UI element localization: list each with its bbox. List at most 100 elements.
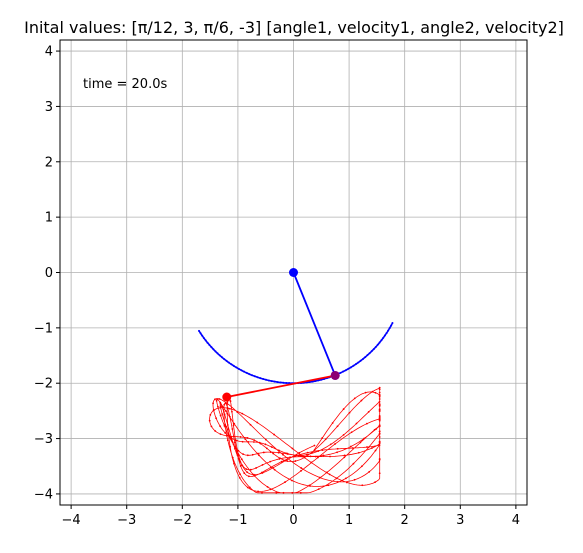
trace-point-red xyxy=(361,484,364,487)
trace-point-red xyxy=(261,491,263,494)
trace-point-red xyxy=(378,457,381,460)
trace-point-blue xyxy=(364,356,367,359)
trace-point-red xyxy=(251,453,254,456)
trace-point-blue xyxy=(349,366,352,369)
trace-point-red xyxy=(241,412,244,415)
trace-point-red xyxy=(313,449,316,451)
trace-point-blue xyxy=(237,367,240,370)
trace-point-red xyxy=(247,441,250,443)
trace-point-red xyxy=(269,466,272,469)
trace-point-red xyxy=(321,437,324,439)
trace-point-blue xyxy=(374,345,377,348)
trace-point-red xyxy=(231,410,233,413)
trace-point-red xyxy=(291,479,293,482)
trace-point-red xyxy=(291,447,294,450)
trace-point-red xyxy=(214,430,217,432)
trace-point-red xyxy=(225,434,228,437)
trace-point-red xyxy=(378,432,381,435)
trace-point-red xyxy=(238,477,241,479)
trace-point-blue xyxy=(251,374,254,377)
trace-point-red xyxy=(239,436,242,438)
trace-point-red xyxy=(232,424,235,427)
trace-point-red xyxy=(284,459,287,462)
trace-point-red xyxy=(378,394,381,397)
trace-point-red xyxy=(216,398,219,401)
y-tick-label: 4 xyxy=(45,45,53,60)
y-tick-label: −2 xyxy=(34,377,53,392)
trace-point-red xyxy=(349,445,352,448)
trace-point-blue xyxy=(279,381,282,384)
trace-point-red xyxy=(228,415,231,418)
trace-point-blue xyxy=(201,334,204,337)
trace-point-red xyxy=(258,441,261,444)
trace-point-red xyxy=(303,456,306,459)
x-tick-label: −1 xyxy=(228,513,247,528)
y-tick-label: 0 xyxy=(45,266,53,281)
x-tick-label: 0 xyxy=(289,513,297,528)
trace-point-red xyxy=(328,473,331,476)
trace-point-red xyxy=(317,456,319,459)
chart-title: Inital values: [π/12, 3, π/6, -3] [angle… xyxy=(24,18,564,37)
trace-point-red xyxy=(286,460,289,462)
trace-point-red xyxy=(264,443,267,446)
trace-point-red xyxy=(298,451,301,454)
trace-point-red xyxy=(237,453,240,456)
trace-point-red xyxy=(353,478,356,481)
trace-point-red xyxy=(378,424,381,427)
trace-point-red xyxy=(223,413,226,416)
trace-point-red xyxy=(367,411,370,413)
trace-point-blue xyxy=(385,332,388,335)
trace-point-red xyxy=(227,435,230,437)
trace-point-red xyxy=(273,468,276,471)
trace-point-red xyxy=(286,453,289,455)
trace-point-red xyxy=(278,458,281,460)
trace-point-blue xyxy=(212,348,215,351)
y-tick-label: −4 xyxy=(34,487,53,502)
trace-point-blue xyxy=(199,332,202,335)
trace-point-blue xyxy=(265,378,268,381)
trace-point-blue xyxy=(270,380,273,383)
trace-point-red xyxy=(219,406,222,409)
trace-point-red xyxy=(234,439,237,442)
x-tick-label: −3 xyxy=(117,513,136,528)
trace-point-red xyxy=(350,431,353,434)
trace-point-blue xyxy=(388,327,391,330)
trace-point-blue xyxy=(354,363,357,366)
trace-point-red xyxy=(227,428,229,431)
trace-point-red xyxy=(224,423,226,426)
y-tick-label: 3 xyxy=(45,100,53,115)
x-tick-label: 2 xyxy=(401,513,409,528)
trace-point-blue xyxy=(230,363,233,366)
trace-point-red xyxy=(310,461,313,464)
trace-point-red xyxy=(378,430,381,433)
trace-point-red xyxy=(261,472,264,474)
trace-point-red xyxy=(209,414,212,416)
trace-point-red xyxy=(257,490,259,493)
trace-point-red xyxy=(246,454,249,457)
trace-point-blue xyxy=(214,350,217,353)
trace-point-red xyxy=(378,436,381,438)
trace-point-red xyxy=(240,458,243,461)
x-tick-label: 3 xyxy=(456,513,464,528)
trace-point-red xyxy=(295,454,298,457)
trace-point-red xyxy=(232,435,235,438)
trace-point-red xyxy=(282,491,285,494)
y-axis-ticks: −4 −3 −2 −1 0 1 2 3 4 xyxy=(34,45,60,502)
trace-point-red xyxy=(261,464,264,466)
trace-point-red xyxy=(336,451,339,454)
trace-point-red xyxy=(331,422,334,424)
trace-point-red xyxy=(215,417,218,420)
trace-point-red xyxy=(311,451,314,454)
trace-point-red xyxy=(309,455,312,458)
trace-point-red xyxy=(269,488,272,491)
trace-point-red xyxy=(277,451,280,454)
trace-point-blue xyxy=(218,354,221,357)
trace-point-red xyxy=(243,472,246,474)
trace-point-red xyxy=(345,481,348,484)
trace-point-red xyxy=(378,418,381,420)
trace-point-red xyxy=(367,446,370,449)
trace-point-red xyxy=(215,399,218,402)
trace-point-blue xyxy=(285,381,288,384)
trace-point-red xyxy=(378,398,381,400)
trace-point-red xyxy=(300,467,303,469)
